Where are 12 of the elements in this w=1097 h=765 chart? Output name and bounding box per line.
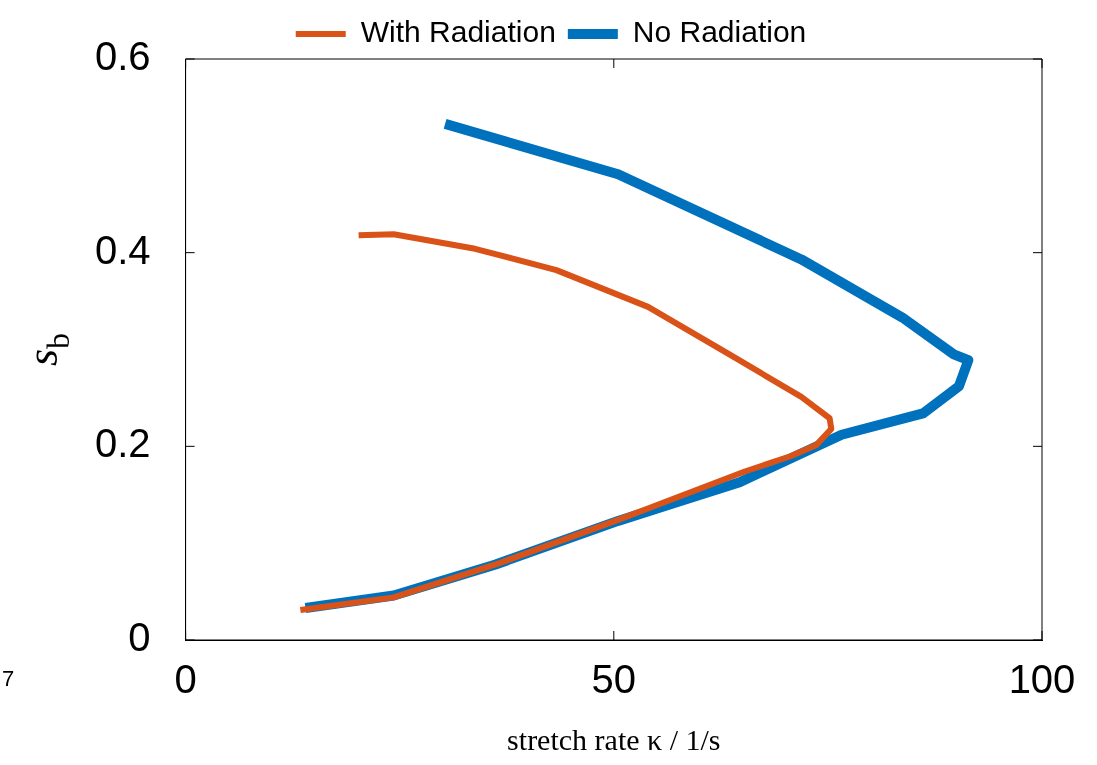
y-tick-label: 0 [128,615,151,660]
y-tick-label: 0.4 [95,227,151,272]
x-axis-title: stretch rate κ / 1/s [507,722,721,756]
text: 7 [2,666,15,692]
legend-label: With Radiation [360,15,556,49]
legend-label: No Radiation [632,15,807,49]
y-axis-title: sb [18,332,76,367]
x-tick-label: 100 [1008,657,1076,702]
x-tick-label: 50 [591,657,637,702]
y-tick-label: 0.6 [95,34,151,79]
y-tick-label: 0.2 [95,421,151,466]
x-tick-label: 0 [174,657,197,702]
